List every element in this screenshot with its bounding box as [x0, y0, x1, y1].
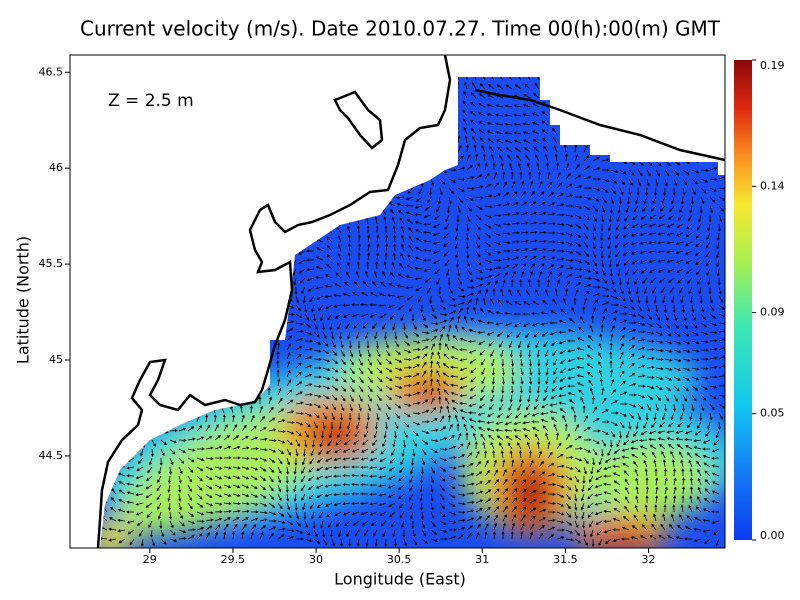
colorbar-tick-label: 0.14: [760, 179, 785, 192]
x-axis-label: Longitude (East): [334, 570, 466, 589]
velocity-field: [100, 77, 725, 548]
x-tick-label: 31: [475, 553, 489, 566]
depth-annotation: Z = 2.5 m: [108, 91, 194, 111]
y-tick-label: 46: [49, 161, 63, 174]
map-title: Current velocity (m/s). Date 2010.07.27.…: [80, 17, 721, 41]
y-tick-label: 46.5: [39, 65, 64, 78]
colorbar-tick-label: 0.05: [760, 407, 785, 420]
coastline: [474, 88, 726, 162]
x-tick-label: 30: [309, 553, 323, 566]
x-tick-label: 31.5: [553, 553, 578, 566]
x-tick-label: 29: [143, 553, 157, 566]
x-tick-label: 32: [642, 553, 656, 566]
axes: 29 29.5 30 30.5 31 31.5 32 44.5 45 45.5 46 46.5 0.00…: [39, 59, 785, 566]
plot-frame: [69, 54, 726, 549]
x-tick-label: 30.5: [387, 553, 412, 566]
coastline: [96, 54, 452, 549]
y-tick-label: 44.5: [39, 449, 64, 462]
colorbar-tick-label: 0.00: [760, 529, 785, 542]
y-axis-label: Latitude (North): [14, 236, 33, 364]
colorbar-tick-label: 0.09: [760, 306, 785, 319]
colorbar: [734, 60, 752, 540]
y-tick-label: 45.5: [39, 257, 64, 270]
y-tick-label: 45: [49, 353, 63, 366]
x-tick-label: 29.5: [221, 553, 246, 566]
coastline: [333, 90, 384, 150]
colorbar-tick-label: 0.19: [760, 59, 785, 72]
